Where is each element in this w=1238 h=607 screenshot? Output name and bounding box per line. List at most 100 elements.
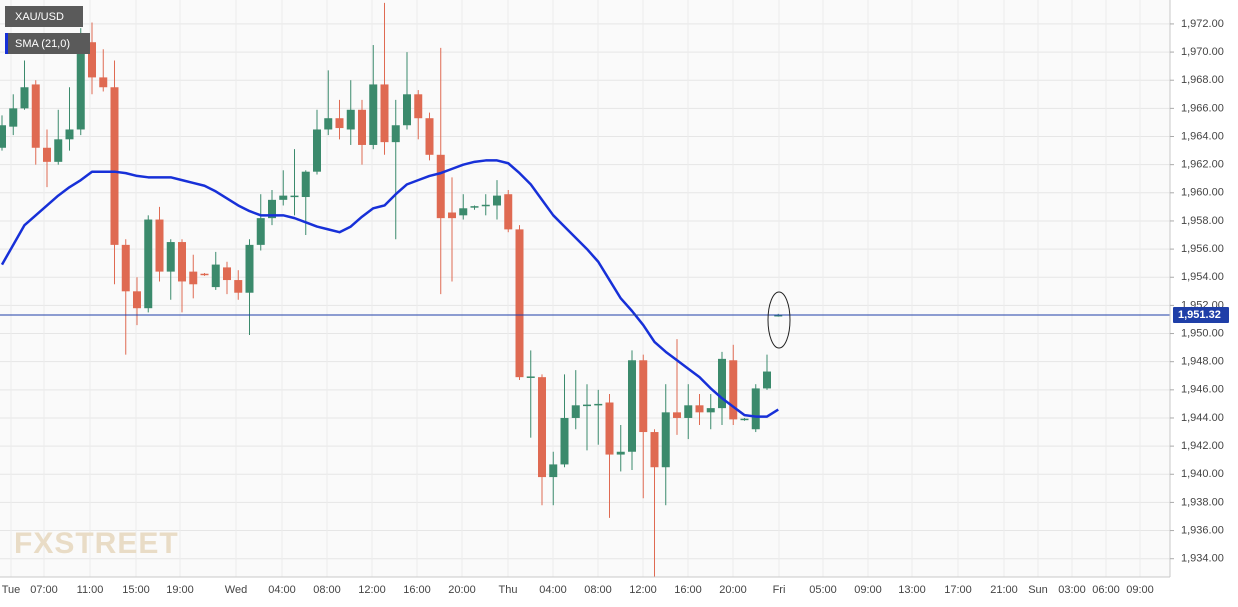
candle-body bbox=[470, 206, 479, 208]
candle-body bbox=[54, 139, 63, 162]
candle-body bbox=[706, 408, 715, 413]
candle-body bbox=[65, 129, 74, 140]
y-tick-label: 1,962.00 bbox=[1181, 159, 1224, 171]
candle-body bbox=[268, 199, 276, 219]
candle-body bbox=[88, 42, 96, 78]
candle-body bbox=[200, 273, 209, 276]
last-price-tag bbox=[1173, 306, 1229, 323]
y-tick-label: 1,938.00 bbox=[1181, 496, 1224, 508]
candle-body bbox=[155, 219, 164, 272]
x-tick-label: 08:00 bbox=[584, 584, 612, 596]
candle-body bbox=[549, 464, 558, 478]
highlight-ellipse bbox=[767, 291, 791, 349]
candle-body bbox=[178, 242, 186, 282]
y-tick-label: 1,936.00 bbox=[1181, 524, 1224, 536]
plot-area bbox=[0, 0, 1170, 577]
y-tick-label: 1,934.00 bbox=[1181, 553, 1224, 565]
x-tick-label: 04:00 bbox=[268, 584, 296, 596]
candle-body bbox=[538, 377, 546, 478]
x-tick-label: Sun bbox=[1028, 584, 1048, 596]
y-tick-label: 1,964.00 bbox=[1181, 130, 1224, 142]
candle-body bbox=[515, 229, 524, 378]
candle-body bbox=[729, 360, 738, 420]
candle-body bbox=[335, 118, 344, 129]
x-tick-label: Fri bbox=[773, 584, 786, 596]
candle-body bbox=[369, 84, 378, 145]
candle-body bbox=[695, 405, 704, 413]
candle-body bbox=[493, 195, 501, 206]
candle-body bbox=[110, 87, 119, 245]
x-tick-label: 12:00 bbox=[358, 584, 386, 596]
candle-body bbox=[594, 403, 603, 406]
candle-body bbox=[425, 118, 434, 155]
candle-body bbox=[628, 360, 636, 452]
candle-body bbox=[223, 267, 231, 281]
candle-body bbox=[245, 244, 254, 293]
candle-body bbox=[189, 271, 198, 285]
y-tick-label: 1,950.00 bbox=[1181, 327, 1224, 339]
y-tick-label: 1,948.00 bbox=[1181, 356, 1224, 368]
candle-body bbox=[31, 84, 40, 148]
y-tick-label: 1,958.00 bbox=[1181, 215, 1224, 227]
candle-body bbox=[684, 405, 693, 418]
y-tick-label: 1,954.00 bbox=[1181, 271, 1224, 283]
candle-body bbox=[0, 125, 6, 148]
x-tick-label: 12:00 bbox=[629, 584, 657, 596]
candle-body bbox=[436, 154, 445, 219]
x-tick-label: 09:00 bbox=[1126, 584, 1154, 596]
candle-body bbox=[661, 412, 670, 468]
candle-body bbox=[9, 108, 18, 127]
y-tick-label: 1,968.00 bbox=[1181, 74, 1224, 86]
y-tick-label: 1,966.00 bbox=[1181, 102, 1224, 114]
candle-body bbox=[560, 417, 569, 465]
x-tick-label: Wed bbox=[225, 584, 247, 596]
legend-label: SMA (21,0) bbox=[15, 38, 70, 50]
candle-body bbox=[763, 371, 771, 389]
candle-body bbox=[583, 404, 591, 407]
y-tick-label: 1,960.00 bbox=[1181, 187, 1224, 199]
candle-body bbox=[751, 388, 760, 430]
candle-body bbox=[448, 212, 456, 219]
candle-body bbox=[121, 244, 130, 292]
candle-body bbox=[616, 451, 625, 455]
x-tick-label: 09:00 bbox=[854, 584, 882, 596]
x-tick-label: 11:00 bbox=[77, 584, 104, 596]
y-tick-label: 1,972.00 bbox=[1181, 18, 1224, 30]
candle-body bbox=[650, 432, 659, 468]
candle-body bbox=[639, 360, 648, 433]
x-tick-label: 13:00 bbox=[898, 584, 926, 596]
candle-body bbox=[133, 291, 141, 309]
x-tick-label: 08:00 bbox=[313, 584, 341, 596]
candle-body bbox=[605, 402, 614, 455]
x-tick-label: 04:00 bbox=[539, 584, 567, 596]
x-tick-label: 03:00 bbox=[1058, 584, 1086, 596]
x-tick-label: Thu bbox=[499, 584, 518, 596]
candle-body bbox=[20, 87, 29, 109]
candle-body bbox=[144, 219, 153, 309]
x-tick-label: 16:00 bbox=[674, 584, 702, 596]
legend-box bbox=[5, 6, 83, 27]
candle-body bbox=[256, 218, 265, 245]
candle-body bbox=[403, 94, 411, 126]
candle-body bbox=[301, 171, 310, 198]
x-tick-label: Tue bbox=[2, 584, 21, 596]
x-tick-label: 07:00 bbox=[30, 584, 58, 596]
y-tick-label: 1,940.00 bbox=[1181, 468, 1224, 480]
candle-body bbox=[391, 125, 400, 143]
y-tick-label: 1,946.00 bbox=[1181, 384, 1224, 396]
last-price-label: 1,951.32 bbox=[1178, 309, 1221, 321]
candle-body bbox=[279, 195, 288, 200]
y-tick-label: 1,970.00 bbox=[1181, 46, 1224, 58]
y-tick-label: 1,956.00 bbox=[1181, 243, 1224, 255]
watermark: FXSTREET bbox=[14, 527, 179, 560]
x-tick-label: 16:00 bbox=[403, 584, 431, 596]
x-tick-label: 19:00 bbox=[166, 584, 194, 596]
candle-body bbox=[99, 77, 108, 88]
x-tick-label: 06:00 bbox=[1092, 584, 1120, 596]
x-tick-label: 15:00 bbox=[122, 584, 150, 596]
candle-body bbox=[481, 204, 490, 207]
x-tick-label: 17:00 bbox=[944, 584, 972, 596]
x-tick-label: 20:00 bbox=[448, 584, 476, 596]
candle-body bbox=[43, 147, 51, 162]
